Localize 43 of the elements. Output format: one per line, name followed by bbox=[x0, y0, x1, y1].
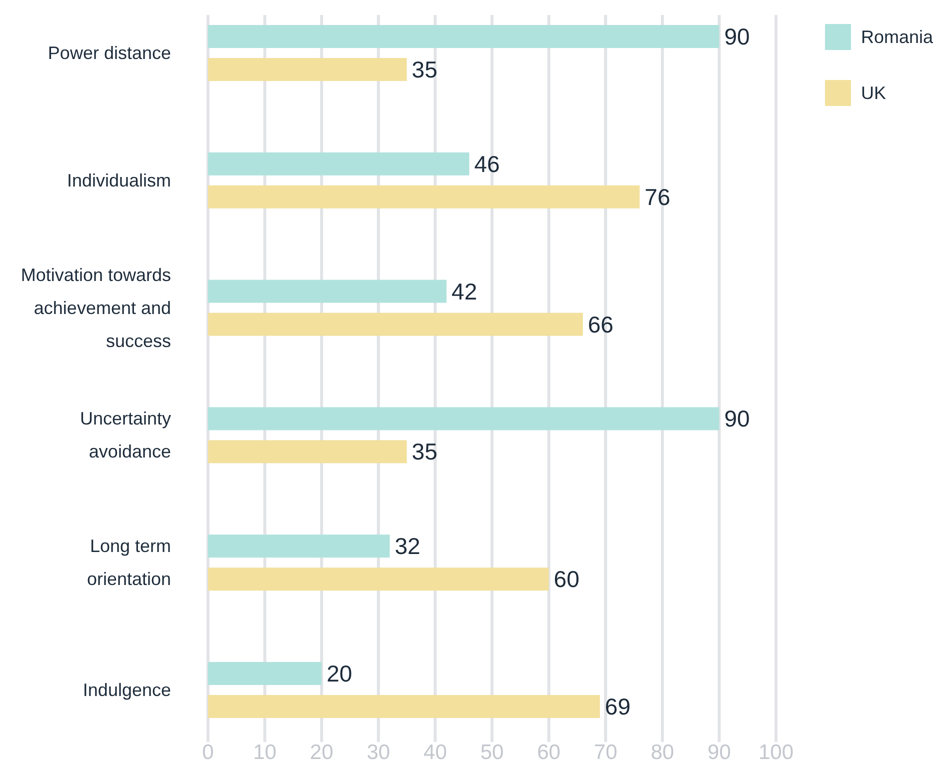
y-tick-label: Indulgence bbox=[82, 680, 171, 700]
data-label: 60 bbox=[554, 566, 580, 592]
x-tick-label: 60 bbox=[537, 741, 560, 764]
data-label: 66 bbox=[588, 311, 614, 338]
data-label: 46 bbox=[474, 150, 500, 177]
x-tick-label: 20 bbox=[310, 741, 334, 764]
data-label: 90 bbox=[724, 406, 750, 432]
x-tick-label: 0 bbox=[202, 741, 214, 764]
bar bbox=[208, 407, 720, 430]
x-tick-label: 10 bbox=[253, 741, 276, 764]
y-tick-label: Power distance bbox=[48, 43, 171, 63]
bar bbox=[208, 695, 600, 718]
x-tick-label: 80 bbox=[650, 741, 674, 764]
data-label: 90 bbox=[724, 24, 750, 50]
bar bbox=[208, 568, 549, 591]
data-label: 20 bbox=[326, 660, 352, 686]
bar bbox=[208, 280, 447, 303]
bar bbox=[208, 152, 470, 176]
x-tick-label: 100 bbox=[758, 741, 794, 764]
bar bbox=[208, 185, 640, 208]
bar bbox=[208, 662, 322, 685]
y-tick-label: Individualism bbox=[66, 170, 171, 190]
x-tick-label: 50 bbox=[480, 741, 504, 764]
legend-label: UK bbox=[861, 83, 886, 103]
x-tick-label: 70 bbox=[594, 741, 618, 764]
x-tick-label: 30 bbox=[366, 741, 390, 764]
bar bbox=[208, 25, 720, 48]
bar bbox=[208, 58, 407, 81]
bar bbox=[208, 312, 583, 336]
data-label: 35 bbox=[412, 56, 438, 82]
x-tick-label: 90 bbox=[708, 741, 731, 764]
data-label: 69 bbox=[604, 694, 631, 720]
x-tick-label: 40 bbox=[424, 741, 447, 764]
data-label: 42 bbox=[452, 278, 478, 304]
y-tick-label: Motivation towards achievement and success bbox=[20, 264, 171, 351]
y-tick-label: Uncertainty avoidance bbox=[80, 408, 171, 462]
y-tick-label: Long term orientation bbox=[86, 536, 171, 590]
bar bbox=[208, 534, 390, 558]
bar bbox=[208, 440, 407, 464]
data-label: 35 bbox=[412, 438, 438, 465]
data-label: 76 bbox=[644, 184, 670, 210]
data-label: 32 bbox=[394, 533, 420, 560]
legend-label: Romania bbox=[861, 27, 934, 47]
